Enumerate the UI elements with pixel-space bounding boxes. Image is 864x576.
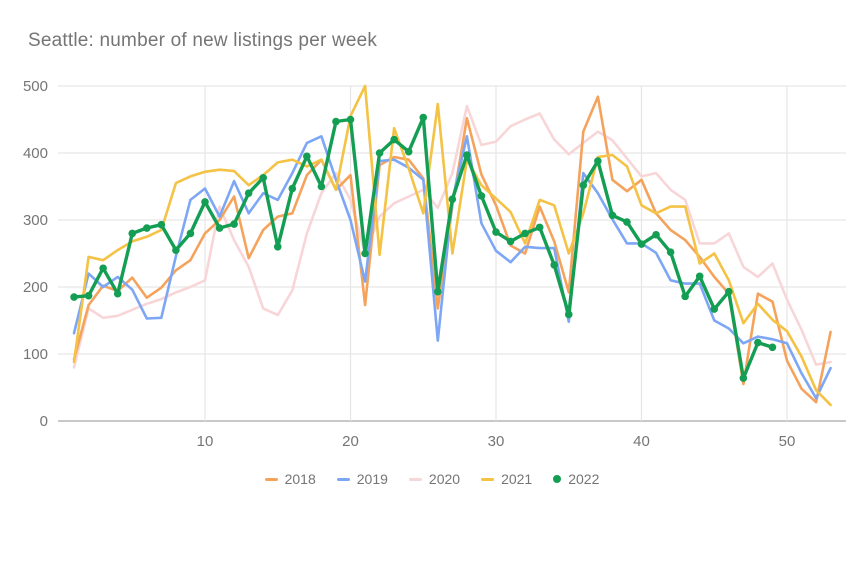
y-axis-tick-label: 0 [40,413,48,430]
series-point-2022 [244,189,253,197]
series-point-2022 [550,261,558,269]
series-point-2022 [594,157,602,165]
legend-label: 2021 [501,471,533,487]
series-point-2022 [215,224,224,232]
series-line-2020 [72,104,832,369]
series-point-2022 [681,292,689,301]
series-point-2022 [288,184,297,193]
y-axis-tick-label: 400 [23,145,48,162]
series-point-2022 [564,310,573,319]
y-axis-tick-label: 300 [23,212,48,229]
series-point-2022 [172,246,180,254]
series-point-2022 [113,289,122,298]
series-point-2022 [666,248,675,256]
series-point-2022 [463,151,471,159]
legend-swatch-2018-icon [264,477,278,481]
legend-label: 2020 [428,471,461,487]
legend-swatch-2022-icon [553,475,562,483]
series-point-2022 [259,173,268,182]
chart-legend: 2018 2019 2020 2021 2022 [0,471,864,487]
series-point-2022 [768,343,777,352]
legend-label: 2018 [284,471,316,487]
series-point-2022 [725,287,733,296]
legend-item-2022[interactable]: 2022 [553,471,599,487]
series-point-2022 [608,211,617,220]
series-point-2022 [754,338,762,347]
x-axis-tick-label: 10 [197,433,214,450]
series-point-2022 [84,291,93,300]
series-point-2022 [579,181,588,189]
y-axis-tick-label: 100 [23,346,48,363]
x-axis-tick-label: 30 [488,433,505,450]
series-point-2022 [623,218,631,226]
series-point-2022 [303,152,311,161]
series-point-2022 [506,237,515,246]
chart-title: Seattle: number of new listings per week [28,30,378,51]
series-point-2022 [739,374,748,382]
series-point-2022 [157,220,166,229]
series-point-2022 [710,305,719,313]
legend-item-2021[interactable]: 2021 [481,471,532,487]
series-point-2022 [477,192,486,200]
series-point-2022 [273,243,282,251]
series-point-2022 [390,135,398,144]
x-axis-tick-label: 20 [342,433,359,450]
series-point-2022 [317,182,326,191]
legend-label: 2019 [356,471,388,487]
series-point-2022 [99,264,107,273]
legend-item-2019[interactable]: 2019 [336,471,388,487]
series-point-2022 [230,220,238,228]
legend-item-2018[interactable]: 2018 [264,471,316,487]
legend-swatch-2020-icon [408,477,422,481]
series-point-2022 [419,113,428,122]
legend-item-2020[interactable]: 2020 [408,471,461,487]
y-axis-tick-label: 200 [23,279,48,296]
series-point-2022 [652,230,660,239]
series-point-2022 [70,293,78,301]
series-point-2022 [492,228,500,236]
x-axis-tick-label: 50 [779,433,796,450]
series-point-2022 [201,198,209,206]
series-point-2022 [332,117,340,126]
series-point-2022 [637,240,646,248]
series-point-2022 [128,229,137,238]
series-point-2022 [186,229,195,238]
legend-label: 2022 [568,471,600,487]
legend-swatch-2019-icon [336,477,350,481]
series-point-2022 [695,272,704,281]
series-point-2022 [143,224,151,232]
series-point-2022 [535,223,544,232]
series-point-2022 [404,147,413,156]
series-line-2021 [72,84,832,407]
series-point-2022 [375,149,384,157]
series-point-2022 [346,115,355,124]
series-point-2022 [448,195,457,204]
series-point-2022 [521,229,529,238]
series-point-2022 [434,287,442,296]
y-axis-tick-label: 500 [23,78,48,95]
legend-swatch-2021-icon [481,477,495,481]
x-axis-tick-label: 40 [633,433,650,450]
series-point-2022 [361,249,369,258]
